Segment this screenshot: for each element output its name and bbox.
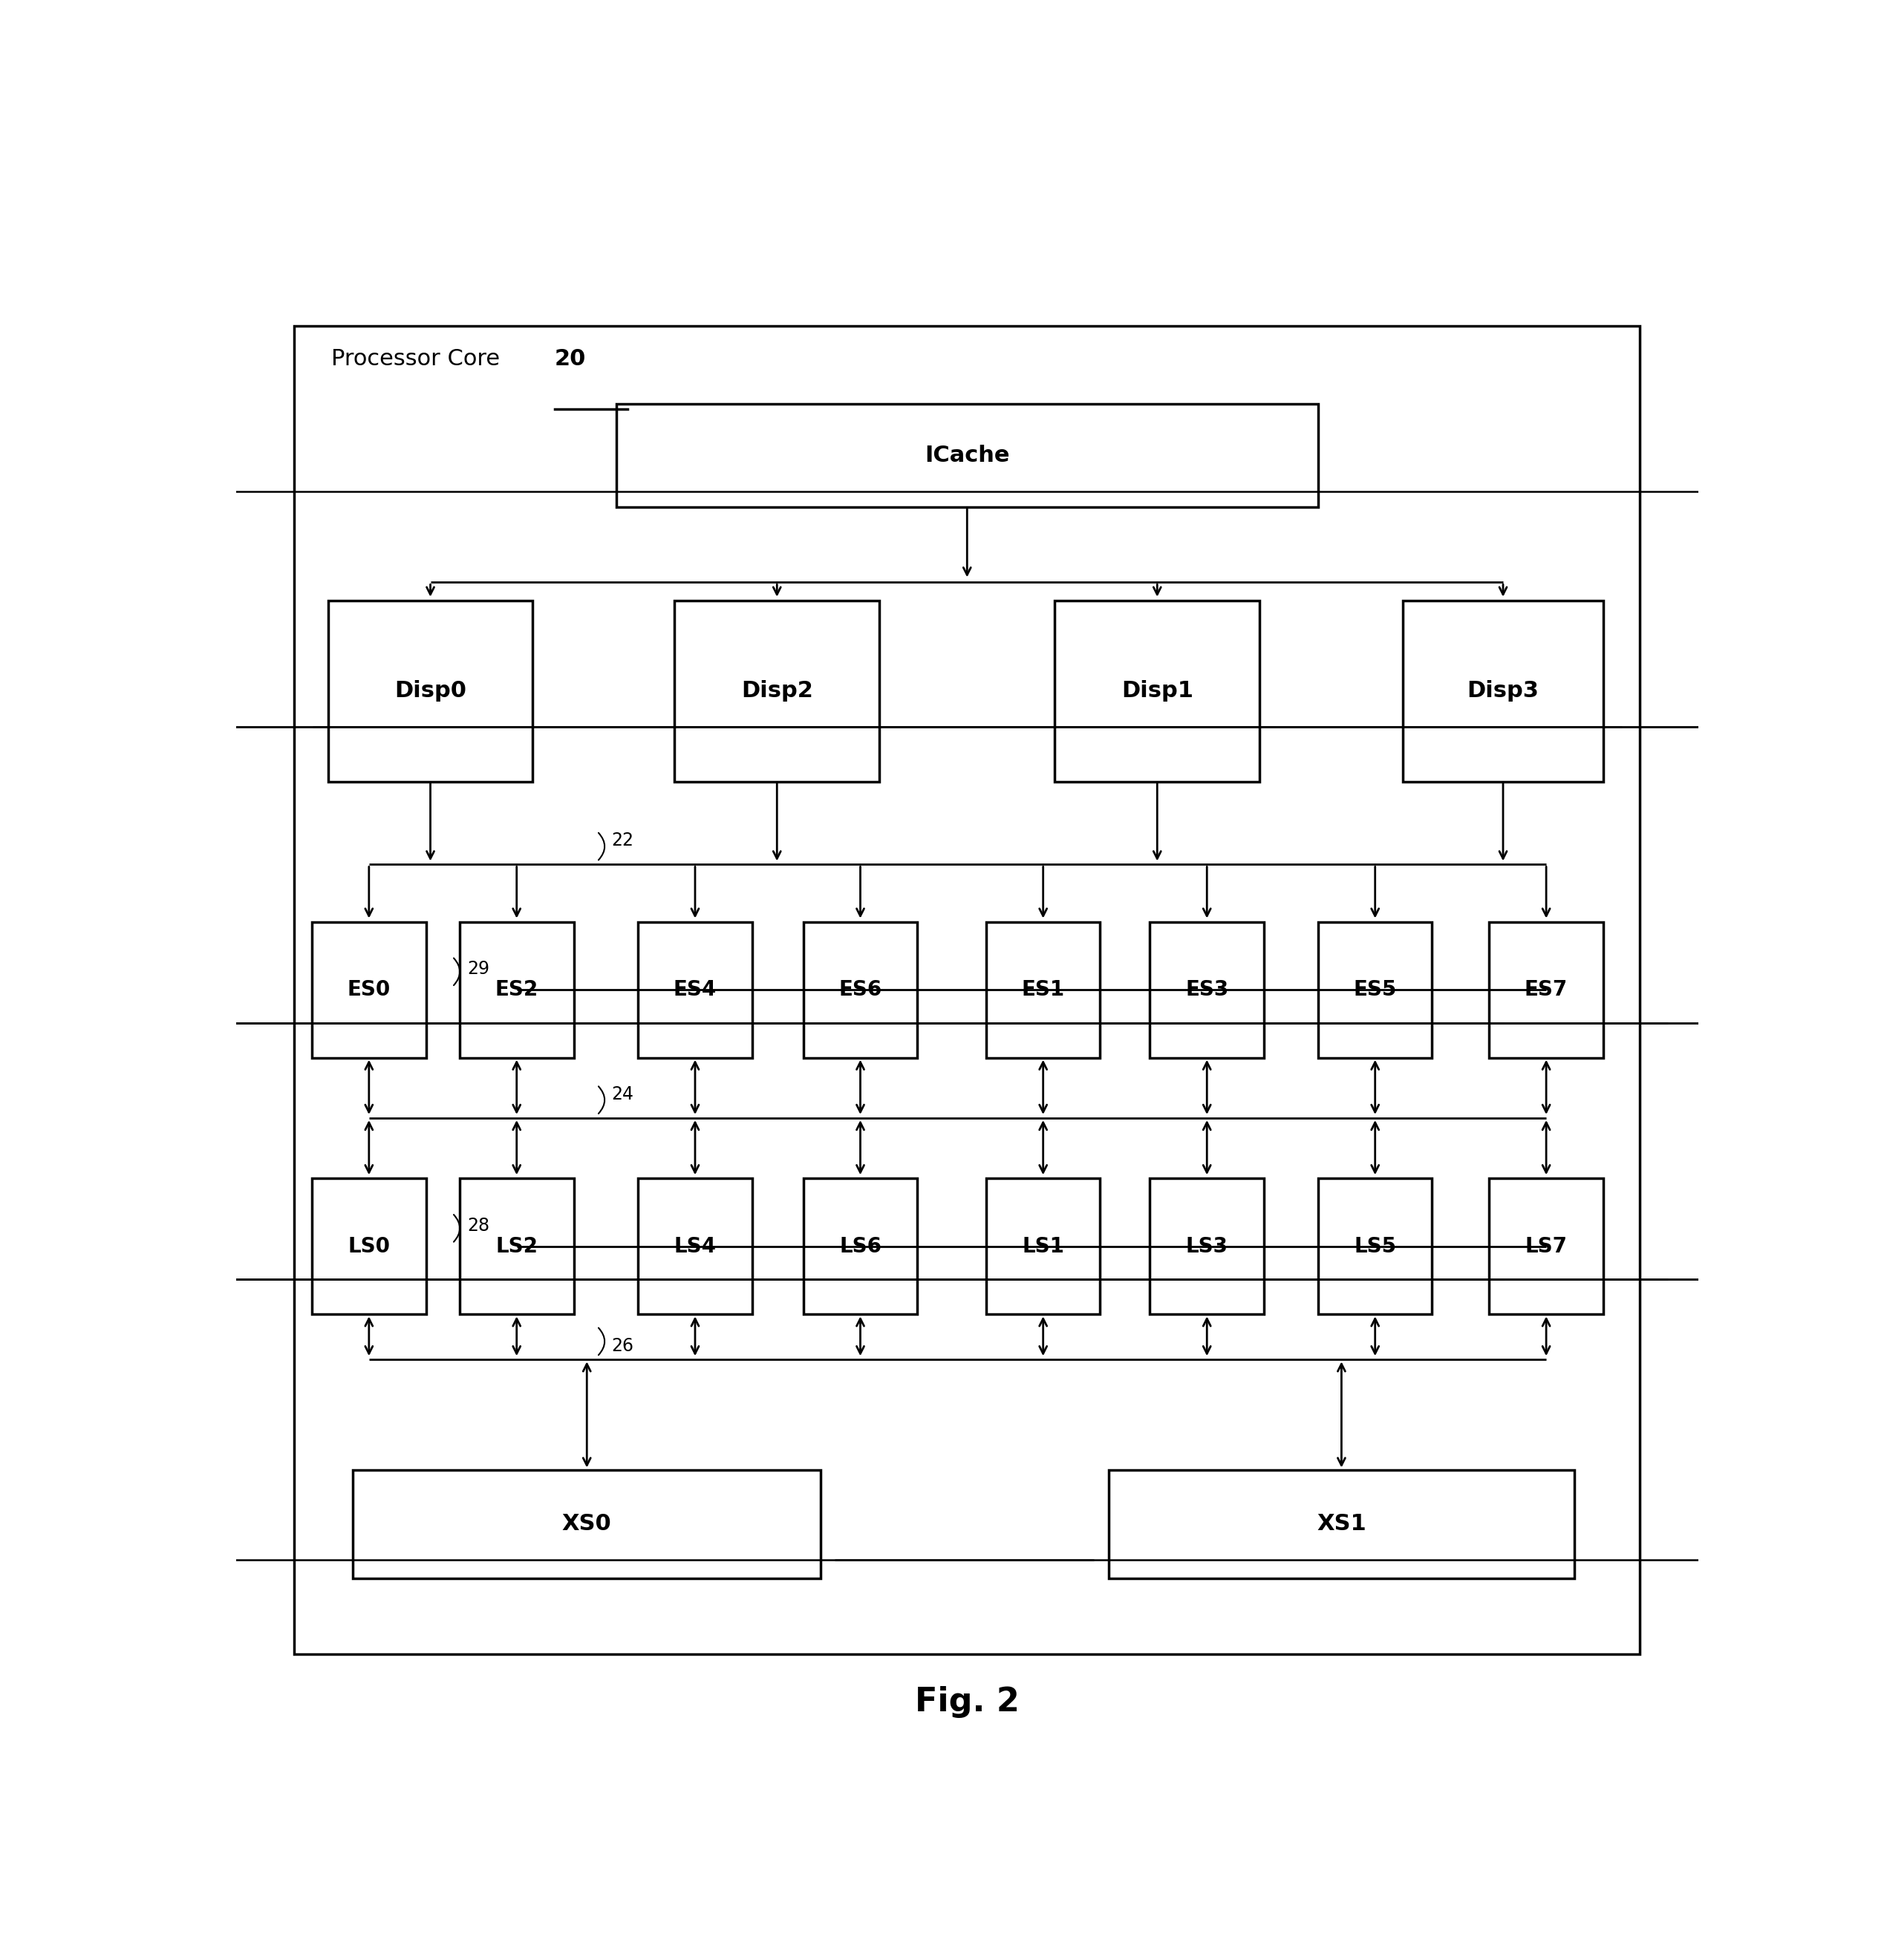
Text: ES1: ES1 [1021,980,1064,1000]
Text: ES5: ES5 [1353,980,1396,1000]
Text: ES7: ES7 [1525,980,1568,1000]
Bar [1489,921,1604,1058]
Text: LS1: LS1 [1023,1237,1064,1256]
Bar [987,1178,1100,1315]
Text: 22: 22 [611,831,634,849]
Text: LS6: LS6 [840,1237,881,1256]
Text: ICache: ICache [925,445,1010,466]
Bar [311,921,426,1058]
Bar [638,1178,753,1315]
Bar [460,1178,574,1315]
Text: Processor Core: Processor Core [330,349,508,370]
Text: Disp3: Disp3 [1466,680,1540,702]
Bar [328,600,532,782]
Text: ES3: ES3 [1185,980,1228,1000]
Bar [1402,600,1604,782]
Bar [1489,1178,1604,1315]
Text: LS0: LS0 [347,1237,391,1256]
Bar [804,921,917,1058]
Text: LS4: LS4 [674,1237,717,1256]
Bar [676,600,879,782]
Bar [1149,921,1264,1058]
Bar [987,921,1100,1058]
Text: ES6: ES6 [838,980,881,1000]
Text: LS7: LS7 [1525,1237,1568,1256]
Bar [638,921,753,1058]
Text: Disp0: Disp0 [394,680,466,702]
Bar [1149,1178,1264,1315]
Bar [1055,600,1261,782]
Text: 20: 20 [555,349,587,370]
Bar [615,404,1317,508]
Text: 26: 26 [611,1337,634,1354]
Text: ES2: ES2 [494,980,538,1000]
Text: 29: 29 [466,960,489,978]
Bar [311,1178,426,1315]
Bar [804,1178,917,1315]
Text: LS2: LS2 [496,1237,538,1256]
Bar [1317,921,1432,1058]
Text: XS1: XS1 [1317,1513,1366,1535]
Bar [353,1470,821,1578]
Text: ES4: ES4 [674,980,717,1000]
Bar [460,921,574,1058]
Text: LS3: LS3 [1185,1237,1228,1256]
Text: 24: 24 [611,1086,634,1103]
Text: Fig. 2: Fig. 2 [915,1686,1019,1719]
Bar [1317,1178,1432,1315]
Text: 28: 28 [466,1217,489,1235]
Text: XS0: XS0 [562,1513,611,1535]
Bar [294,325,1640,1654]
Bar [1110,1470,1574,1578]
Text: Disp1: Disp1 [1121,680,1193,702]
Text: LS5: LS5 [1353,1237,1396,1256]
Text: ES0: ES0 [347,980,391,1000]
Text: Disp2: Disp2 [742,680,813,702]
